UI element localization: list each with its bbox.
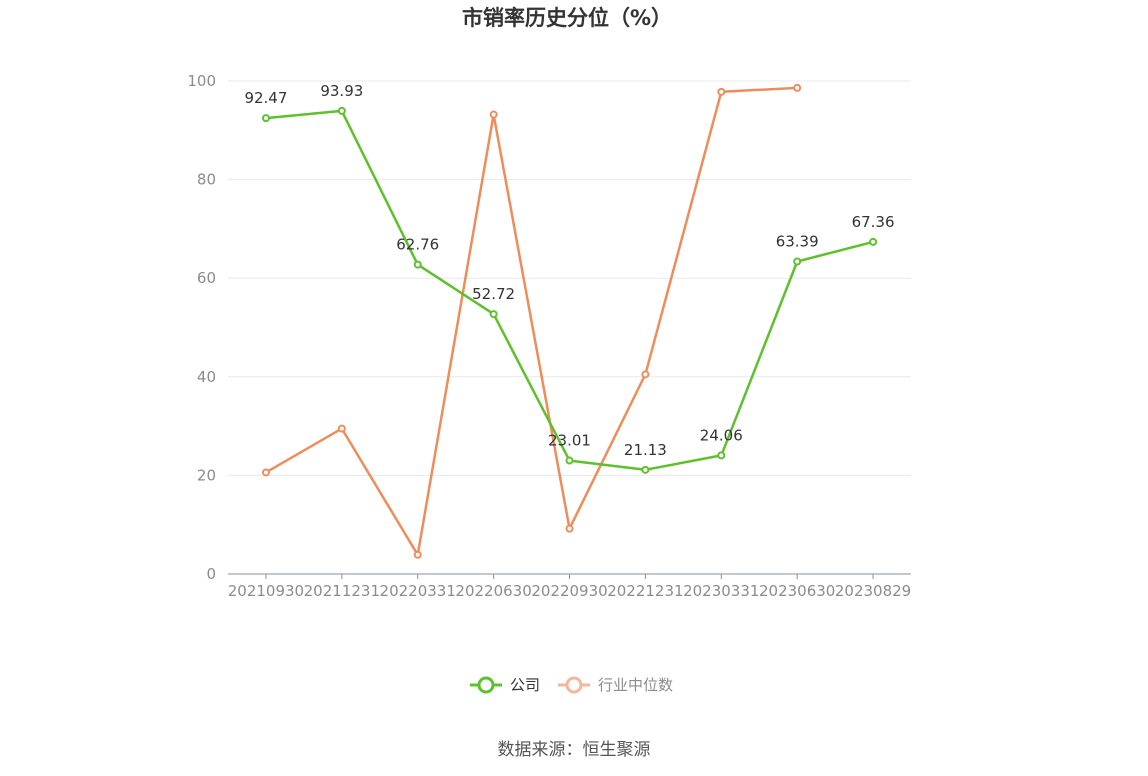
- x-tick-label: 20210930: [228, 582, 304, 600]
- legend-industry-label: 行业中位数: [598, 676, 673, 694]
- data-point-company: [869, 237, 878, 246]
- chart-title: 市销率历史分位（%）: [462, 6, 672, 30]
- y-axis-ticks: 0 20 40 60 80 100: [187, 72, 216, 583]
- x-tick-label: 20211231: [304, 582, 380, 600]
- y-tick-label: 60: [197, 269, 216, 287]
- y-tick-label: 20: [197, 466, 216, 484]
- y-tick-label: 40: [197, 368, 216, 386]
- y-tick-label: 100: [187, 72, 216, 90]
- data-label: 62.76: [396, 236, 439, 254]
- series-company: [261, 106, 878, 474]
- x-tick-label: 20230829: [835, 582, 911, 600]
- data-source: 数据来源：恒生聚源: [498, 740, 651, 760]
- data-label: 23.01: [548, 432, 591, 450]
- data-point-company: [489, 310, 498, 319]
- data-point-industry: [489, 110, 498, 119]
- data-point-company: [261, 114, 270, 123]
- data-point-industry: [793, 83, 802, 92]
- data-point-industry: [641, 370, 650, 379]
- data-point-company: [793, 257, 802, 266]
- x-axis: 20210930 20211231 20220331 20220630 20220930…: [228, 573, 911, 600]
- data-label: 24.06: [700, 426, 743, 444]
- y-tick-label: 0: [206, 565, 216, 583]
- data-point-company: [413, 260, 422, 269]
- data-point-industry: [261, 468, 270, 477]
- data-label: 92.47: [244, 89, 287, 107]
- legend-item-company[interactable]: 公司: [470, 676, 540, 694]
- series-industry: [261, 83, 802, 559]
- x-tick-label: 20230630: [759, 582, 835, 600]
- legend-company-label: 公司: [510, 676, 540, 694]
- x-tick-label: 20220930: [531, 582, 607, 600]
- data-label: 52.72: [472, 285, 515, 303]
- data-label: 21.13: [624, 441, 667, 459]
- data-label: 63.39: [776, 232, 819, 250]
- legend-company-marker: [477, 676, 495, 694]
- x-tick-label: 20230331: [683, 582, 759, 600]
- data-point-company: [337, 106, 346, 115]
- data-point-industry: [565, 524, 574, 533]
- data-point-company: [641, 465, 650, 474]
- data-label: 93.93: [320, 82, 363, 100]
- series-line-company: [265, 109, 874, 472]
- data-point-industry: [413, 550, 422, 559]
- legend: 公司 行业中位数: [470, 676, 673, 694]
- grid-lines: [228, 80, 911, 476]
- data-labels: 92.47 93.93 62.76 52.72 23.01 21.13 24.06 63.39…: [244, 82, 894, 459]
- legend-industry-marker: [565, 676, 583, 694]
- x-tick-label: 20220630: [455, 582, 531, 600]
- data-point-industry: [717, 87, 726, 96]
- y-tick-label: 80: [197, 171, 216, 189]
- x-tick-label: 20220331: [380, 582, 456, 600]
- data-point-industry: [337, 424, 346, 433]
- data-label: 67.36: [852, 213, 895, 231]
- data-point-company: [717, 451, 726, 460]
- x-tick-label: 20221231: [607, 582, 683, 600]
- series-line-industry: [265, 86, 798, 557]
- data-point-company: [565, 456, 574, 465]
- legend-item-industry[interactable]: 行业中位数: [558, 676, 673, 694]
